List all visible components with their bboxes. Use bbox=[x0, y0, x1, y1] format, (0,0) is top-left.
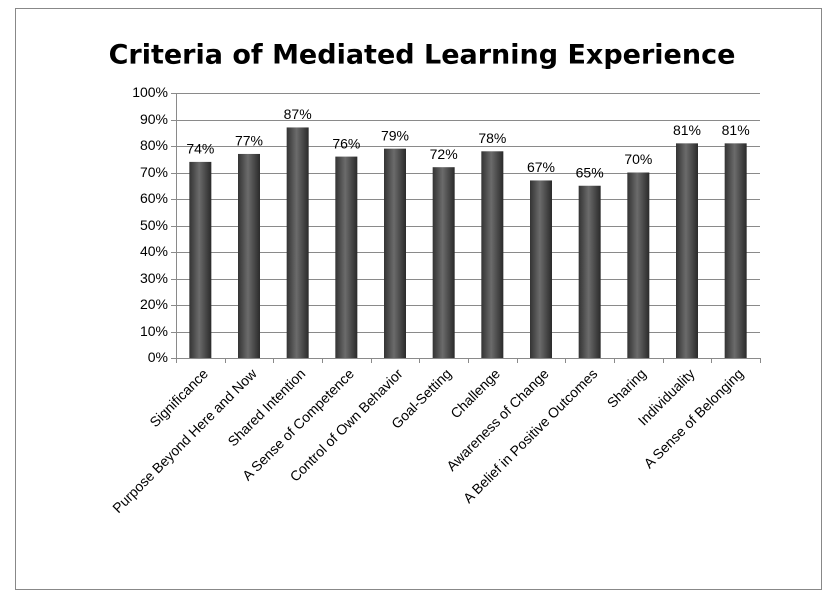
bar bbox=[432, 167, 455, 358]
value-label: 78% bbox=[478, 130, 506, 146]
chart-title: Criteria of Mediated Learning Experience bbox=[109, 40, 736, 71]
value-label: 72% bbox=[430, 146, 458, 162]
value-label: 81% bbox=[722, 122, 750, 138]
value-label: 87% bbox=[284, 106, 312, 122]
y-tick-label: 80% bbox=[140, 137, 168, 153]
value-label: 81% bbox=[673, 122, 701, 138]
value-label: 70% bbox=[624, 151, 652, 167]
y-tick-label: 30% bbox=[140, 270, 168, 286]
y-tick-label: 0% bbox=[148, 349, 168, 365]
value-label: 79% bbox=[381, 127, 409, 143]
bar bbox=[286, 127, 309, 358]
value-label: 74% bbox=[186, 141, 214, 157]
bar bbox=[676, 143, 698, 358]
bar bbox=[578, 185, 601, 358]
value-label: 76% bbox=[332, 135, 360, 151]
y-tick-label: 40% bbox=[140, 243, 168, 259]
y-tick-label: 50% bbox=[140, 217, 168, 233]
y-tick-label: 70% bbox=[140, 164, 168, 180]
value-label: 67% bbox=[527, 159, 555, 175]
y-tick-label: 60% bbox=[140, 190, 168, 206]
y-tick-label: 100% bbox=[132, 84, 168, 100]
bar bbox=[238, 153, 260, 358]
bar bbox=[335, 156, 358, 358]
bar bbox=[724, 143, 747, 358]
bar bbox=[627, 172, 650, 358]
value-label: 65% bbox=[576, 164, 604, 180]
y-tick-label: 20% bbox=[140, 296, 168, 312]
bar bbox=[530, 180, 552, 358]
value-label: 77% bbox=[235, 133, 263, 149]
y-tick-label: 10% bbox=[140, 323, 168, 339]
bar bbox=[384, 148, 406, 358]
bar bbox=[189, 161, 212, 358]
bar bbox=[481, 151, 504, 358]
y-tick-label: 90% bbox=[140, 111, 168, 127]
